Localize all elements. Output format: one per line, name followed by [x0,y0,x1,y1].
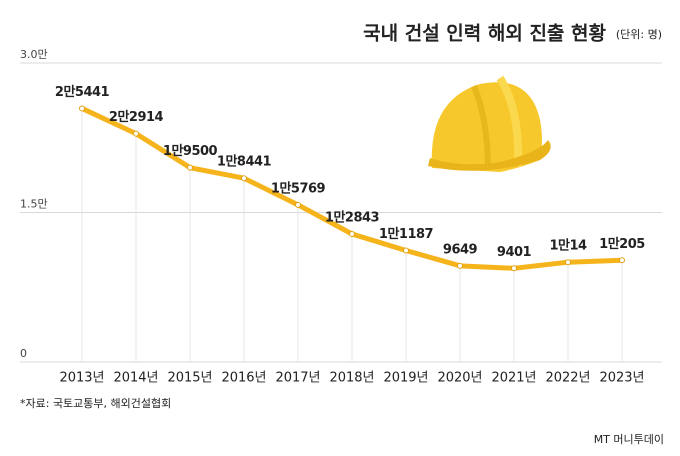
x-tick-label: 2018년 [329,371,374,386]
data-point [403,247,409,254]
x-tick-label: 2019년 [383,371,428,386]
x-tick-label: 2020년 [437,371,482,386]
y-tick-label: 3.0만 [20,48,48,61]
data-point [241,175,247,182]
data-point [565,259,571,266]
value-label: 1만5769 [271,180,326,196]
x-tick-label: 2013년 [59,371,104,386]
x-tick-label: 2014년 [113,371,158,386]
watermark: MT 머니투데이 [594,433,664,446]
value-label: 1만2843 [325,209,380,225]
data-point [619,257,625,264]
chart-title: 국내 건설 인력 해외 진출 현황 [363,22,606,45]
value-label: 2만2914 [109,109,164,125]
data-point [187,164,193,171]
data-point [295,201,301,208]
value-label: 1만9500 [163,143,218,159]
x-tick-label: 2017년 [275,371,320,386]
helmet [428,75,551,172]
value-label: 1만1187 [379,226,434,242]
data-point [457,262,463,269]
value-label: 2만5441 [55,84,110,100]
data-point [511,265,517,272]
x-tick-label: 2021년 [491,371,536,386]
value-label: 1만8441 [217,154,272,170]
value-label: 1만14 [549,238,587,254]
x-tick-label: 2016년 [221,371,266,386]
data-point [79,105,85,112]
value-label: 9649 [443,242,478,257]
x-tick-label: 2022년 [545,371,590,386]
x-tick-label: 2023년 [599,371,644,386]
value-label: 9401 [497,245,532,260]
source-note: *자료: 국토교통부, 해외건설협회 [20,396,171,410]
value-label: 1만205 [599,236,645,252]
y-tick-label: 0 [20,347,27,360]
data-point [133,130,139,137]
y-tick-label: 1.5만 [20,198,48,211]
x-tick-label: 2015년 [167,371,212,386]
data-point [349,230,355,237]
chart-subtitle: (단위: 명) [616,28,662,41]
